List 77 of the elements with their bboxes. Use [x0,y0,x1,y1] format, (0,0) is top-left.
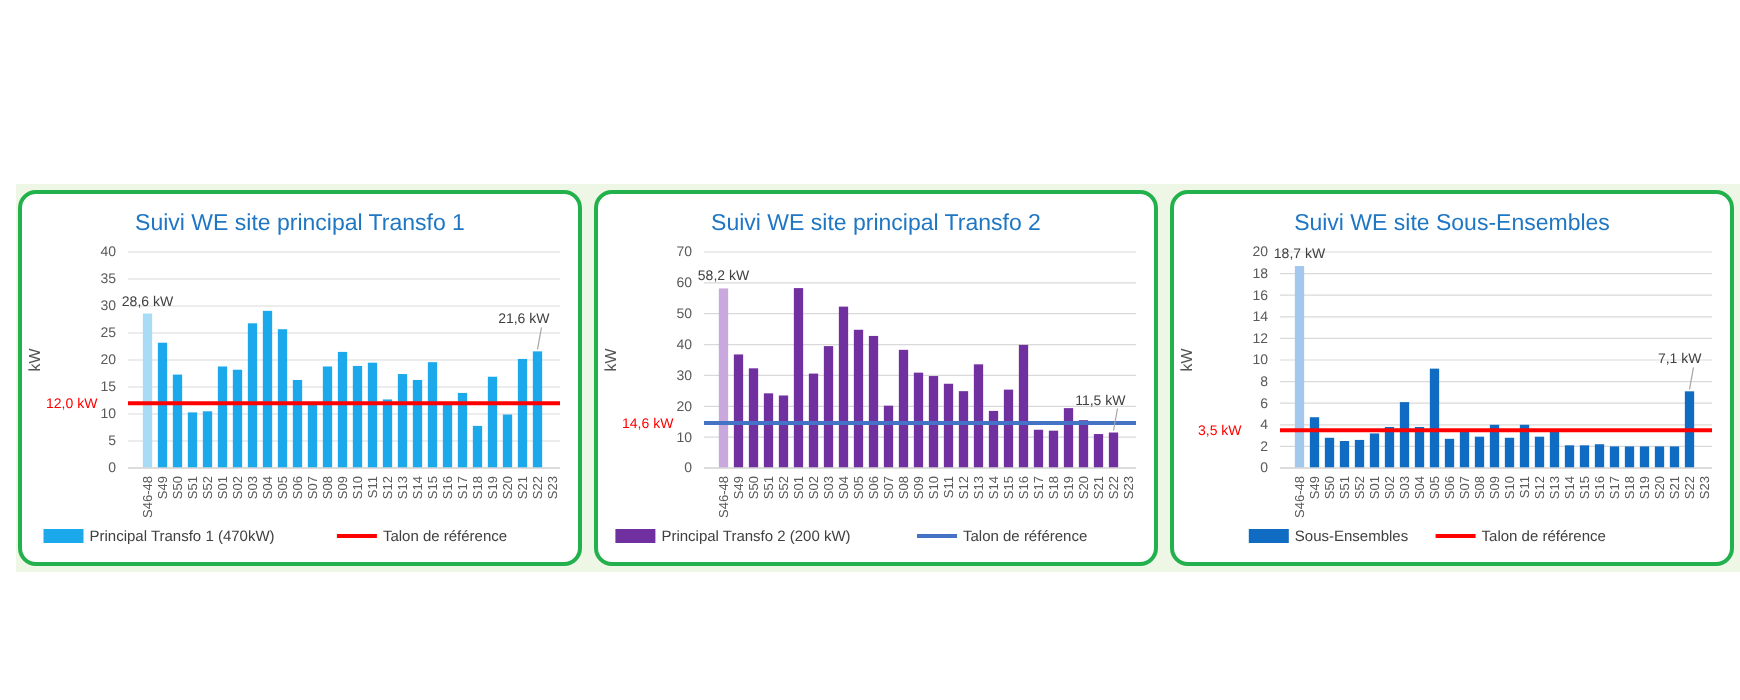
bar [1549,431,1560,468]
y-axis-title: kW [1178,347,1196,372]
bar [778,395,789,468]
bar [1564,445,1575,468]
bar [1294,266,1305,468]
bar [808,373,819,468]
bar [1654,446,1665,468]
bar [247,323,258,468]
bar [1003,389,1014,468]
bar [442,404,453,468]
bar [217,366,228,468]
bar [748,368,759,468]
y-axis-title: kW [26,347,44,372]
bar [733,354,744,468]
bar [157,342,168,468]
bar [412,379,423,468]
bar [1354,439,1365,468]
bar [1534,436,1545,468]
chart-title: Suivi WE site Sous-Ensembles [1294,212,1611,236]
bar [958,391,969,468]
bar [187,412,198,468]
bar [487,376,498,468]
bar [1033,429,1044,468]
bar [838,306,849,468]
bar [1339,441,1350,468]
bar [1399,402,1410,468]
bar [973,364,984,468]
bar [277,329,288,468]
bar [337,351,348,468]
bar [823,346,834,468]
bar [142,313,153,468]
bar [1639,446,1650,468]
bar [202,411,213,468]
bar [517,358,528,468]
bar [928,376,939,468]
bar [367,362,378,468]
bar [853,329,864,468]
y-axis-title: kW [602,347,620,372]
bar [1324,437,1335,468]
bar [292,379,303,468]
bar [397,374,408,468]
bar [502,414,513,468]
bar [172,374,183,468]
bar [322,366,333,468]
bar [1624,446,1635,468]
bar [1594,444,1605,468]
bar [532,351,543,468]
bar [427,362,438,468]
bar [1108,432,1119,468]
bar [718,288,729,468]
bar [472,425,483,468]
bar [868,335,879,468]
bar [1474,436,1485,468]
bar [913,372,924,468]
bar [1444,438,1455,468]
bar [1048,430,1059,468]
bar [262,310,273,468]
bar [1093,434,1104,468]
bar [1429,368,1440,468]
bar [1684,391,1695,468]
bar [793,288,804,468]
bar [1669,446,1680,468]
bar [1579,445,1590,468]
bar [1018,344,1029,468]
chart-title: Suivi WE site principal Transfo 1 [135,212,465,236]
bar [352,365,363,468]
bar [1504,437,1515,468]
bar [1369,433,1380,468]
bar [457,392,468,468]
bar [943,383,954,468]
bar [382,399,393,468]
bar [307,404,318,468]
bar [763,393,774,468]
bar [232,369,243,468]
chart-title: Suivi WE site principal Transfo 2 [711,212,1041,236]
bar [1609,446,1620,468]
bar [898,349,909,468]
